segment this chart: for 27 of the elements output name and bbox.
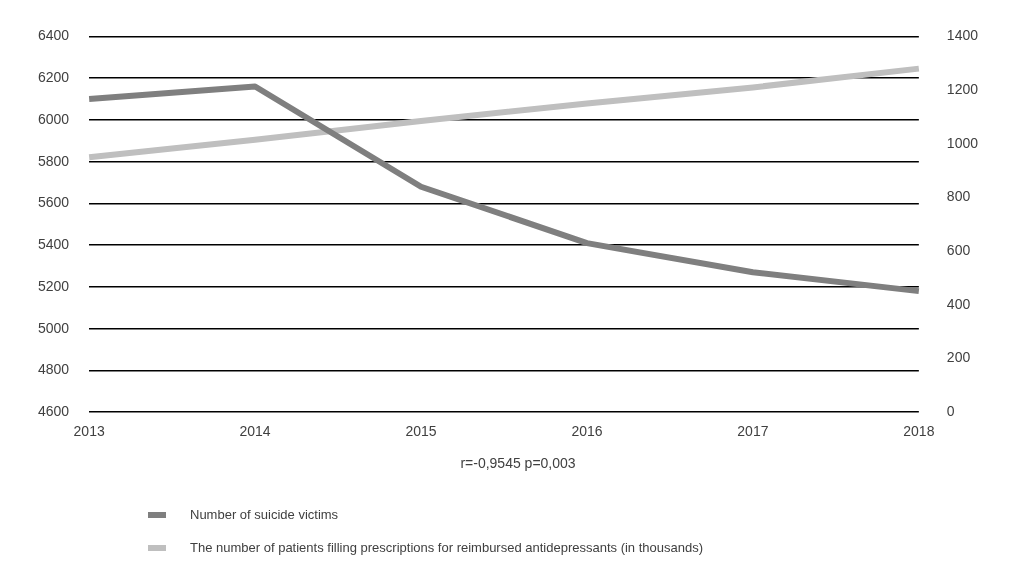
y2-tick-label: 1200 [946,80,979,97]
x-tick-label: 2015 [405,423,437,440]
y2-tick-label: 800 [946,188,971,205]
x-tick-label: 2014 [239,423,271,440]
legend-label: The number of patients filling prescriptions for reimbursed antidepressants (in thousands) [190,540,704,555]
x-tick-label: 2016 [571,423,603,440]
y2-tick-label: 200 [946,349,971,366]
y-tick-label: 6000 [37,110,70,127]
y-tick-label: 5000 [37,319,70,336]
y2-tick-label: 1400 [946,27,979,44]
y-tick-label: 4600 [37,403,70,420]
y-tick-label: 6400 [37,27,70,44]
y-tick-label: 6200 [37,69,70,86]
x-tick-label: 2018 [903,423,935,440]
legend-label: Number of suicide victims [190,507,339,522]
y-tick-label: 5200 [37,277,70,294]
y2-tick-label: 1000 [946,134,979,151]
text: r=-0,9545 p=0,003 [459,455,577,471]
y-tick-label: 5800 [37,152,70,169]
y-tick-label: 5400 [37,236,70,253]
x-tick-label: 2017 [737,423,769,440]
x-tick-label: 2013 [73,423,105,440]
y2-tick-label: 0 [946,403,955,420]
y2-tick-label: 600 [946,242,971,258]
y2-tick-label: 400 [946,295,971,312]
y-tick-label: 4800 [37,361,70,378]
y-tick-label: 5600 [37,194,70,211]
